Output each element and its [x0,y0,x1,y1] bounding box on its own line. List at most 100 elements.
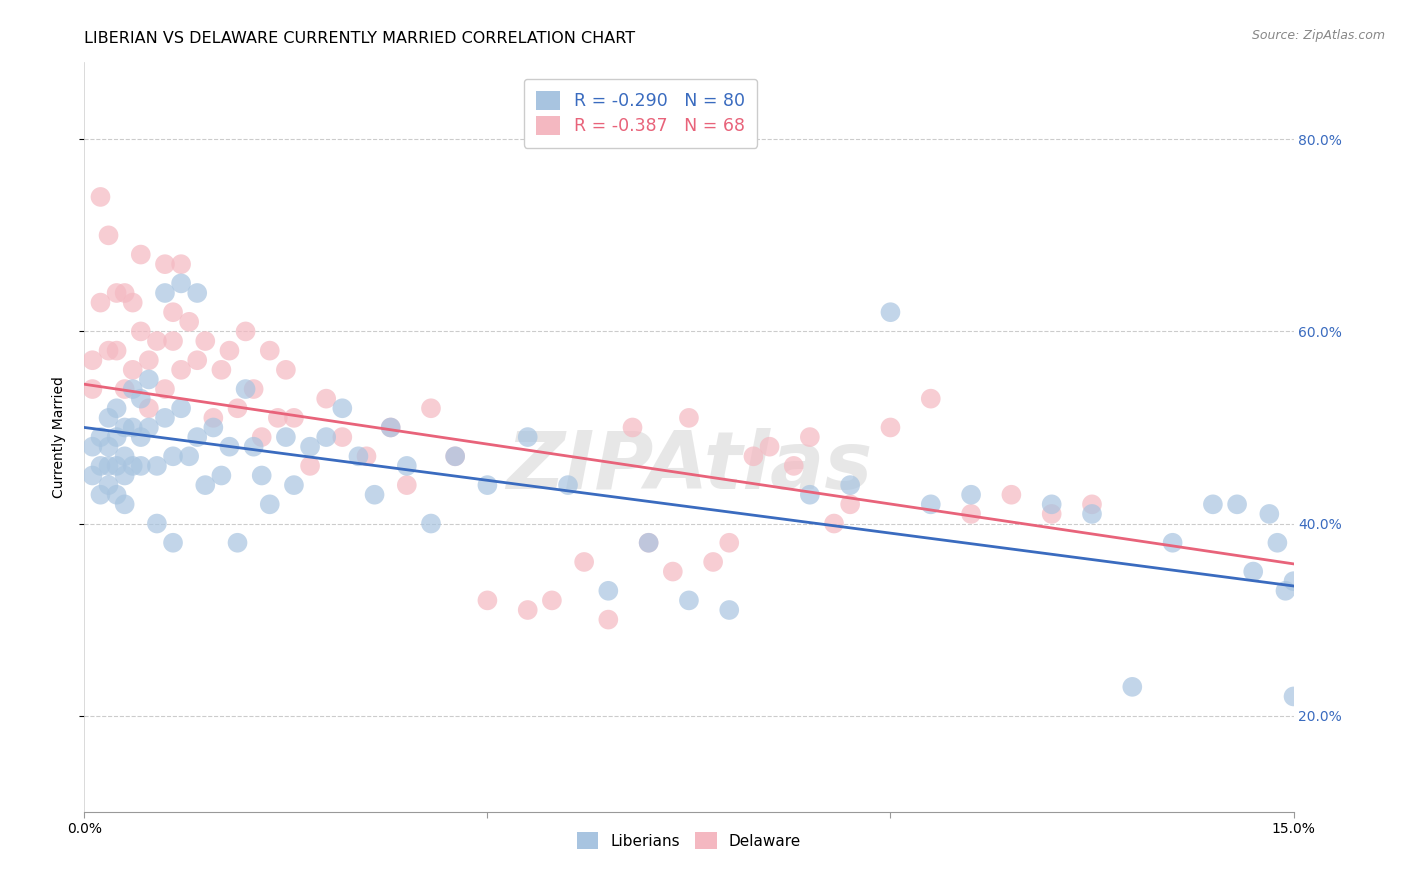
Point [250,430,273,444]
Point [1040,497,1063,511]
Point [330,430,353,444]
Point [444,450,467,464]
Point [598,613,620,627]
Point [356,450,378,464]
Point [960,507,983,521]
Point [170,257,193,271]
Point [1258,507,1281,521]
Point [363,488,385,502]
Point [89,295,111,310]
Point [477,593,499,607]
Point [89,190,111,204]
Point [170,277,193,291]
Point [153,410,176,425]
Point [226,401,249,416]
Point [129,458,152,473]
Point [250,468,273,483]
Point [274,430,297,444]
Point [758,440,780,454]
Point [1081,507,1104,521]
Point [89,458,111,473]
Point [516,603,538,617]
Point [153,257,176,271]
Point [1241,565,1264,579]
Point [97,478,120,492]
Point [274,363,297,377]
Point [146,458,169,473]
Point [202,420,225,434]
Point [97,228,120,243]
Point [121,382,143,396]
Point [114,497,136,511]
Point [82,353,104,368]
Point [114,382,136,396]
Point [1274,583,1296,598]
Point [420,401,443,416]
Point [267,410,290,425]
Point [105,401,128,416]
Point [138,353,160,368]
Point [138,372,160,386]
Point [637,535,659,549]
Point [89,488,111,502]
Point [799,430,821,444]
Legend: Liberians, Delaware: Liberians, Delaware [569,824,808,856]
Point [129,325,152,339]
Point [153,285,176,300]
Point [879,420,901,434]
Point [598,583,620,598]
Point [718,603,741,617]
Point [82,382,104,396]
Point [662,565,685,579]
Point [138,420,160,434]
Point [162,535,184,549]
Point [209,468,232,483]
Point [920,497,942,511]
Point [718,535,741,549]
Y-axis label: Currently Married: Currently Married [52,376,66,498]
Point [444,450,467,464]
Point [114,285,136,300]
Point [218,343,240,358]
Point [1282,690,1305,704]
Point [823,516,845,531]
Point [162,450,184,464]
Point [395,458,418,473]
Point [742,450,765,464]
Point [194,334,217,348]
Point [541,593,564,607]
Point [799,488,821,502]
Point [299,440,322,454]
Point [678,593,700,607]
Text: LIBERIAN VS DELAWARE CURRENTLY MARRIED CORRELATION CHART: LIBERIAN VS DELAWARE CURRENTLY MARRIED C… [84,31,636,46]
Point [162,305,184,319]
Point [702,555,724,569]
Point [283,478,305,492]
Point [170,401,193,416]
Point [105,458,128,473]
Point [330,401,353,416]
Point [114,450,136,464]
Point [170,363,193,377]
Point [146,516,169,531]
Point [114,468,136,483]
Point [572,555,595,569]
Point [121,363,143,377]
Point [315,430,337,444]
Point [97,440,120,454]
Point [1121,680,1143,694]
Point [179,315,201,329]
Text: ZIPAtlas: ZIPAtlas [506,428,872,506]
Point [82,468,104,483]
Point [1000,488,1022,502]
Point [299,458,322,473]
Point [129,392,152,406]
Point [235,382,257,396]
Point [105,343,128,358]
Point [129,430,152,444]
Point [97,458,120,473]
Text: Source: ZipAtlas.com: Source: ZipAtlas.com [1251,29,1385,42]
Point [138,401,160,416]
Point [920,392,942,406]
Point [1202,497,1225,511]
